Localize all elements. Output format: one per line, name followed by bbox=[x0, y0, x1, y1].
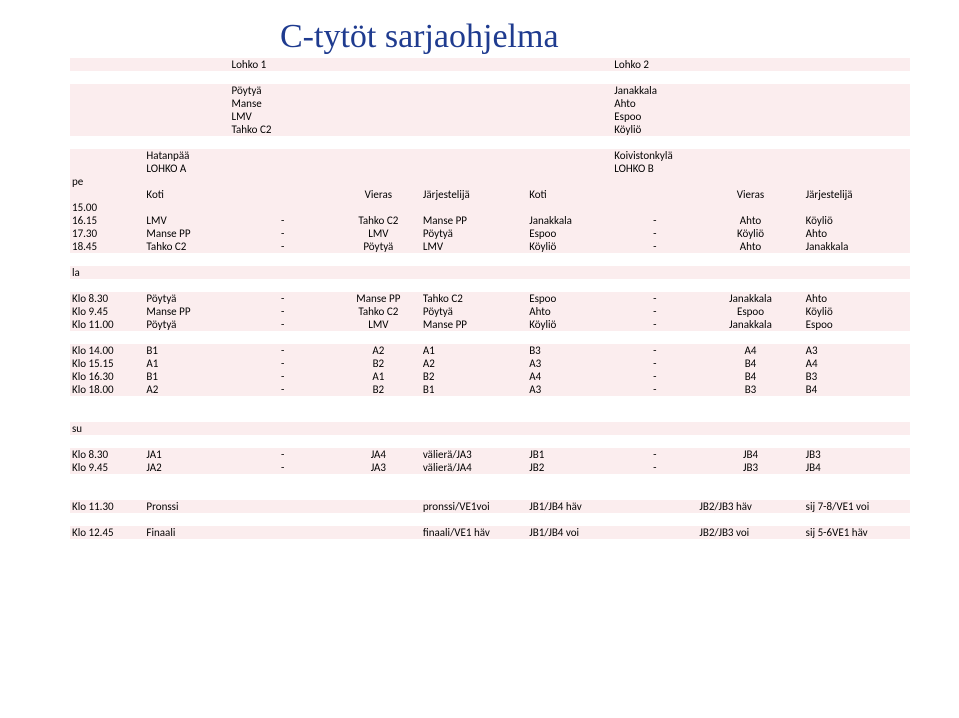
hdr-jarj-r: Järjestelijä bbox=[804, 188, 910, 201]
table-row: 16.15LMV-Tahko C2Manse PPJanakkala-AhtoK… bbox=[70, 214, 910, 227]
table-row: 18.45Tahko C2-PöytyäLMVKöyliö-AhtoJanakk… bbox=[70, 240, 910, 253]
team-right: Janakkala bbox=[612, 84, 697, 97]
lohko2-label: Lohko 2 bbox=[612, 58, 697, 71]
day-pe: pe bbox=[70, 175, 144, 188]
table-row: 17.30Manse PP-LMVPöytyäEspoo-KöyliöAhto bbox=[70, 227, 910, 240]
schedule-table: Lohko 1 Lohko 2 Pöytyä Janakkala Manse Ahto… bbox=[70, 58, 910, 539]
hdr-vieras-r: Vieras bbox=[697, 188, 803, 201]
hdr-koti-l: Koti bbox=[144, 188, 229, 201]
table-row: Klo 11.00Pöytyä-LMVManse PPKöyliö-Janakk… bbox=[70, 318, 910, 331]
table-row: Klo 12.45Finaalifinaali/VE1 hävJB1/JB4 v… bbox=[70, 526, 910, 539]
hdr-vieras-l: Vieras bbox=[336, 188, 421, 201]
table-row: Klo 18.00A2-B2B1A3-B3B4 bbox=[70, 383, 910, 396]
table-row: 15.00 bbox=[70, 201, 910, 214]
table-row: Klo 9.45JA2-JA3välierä/JA4JB2-JB3JB4 bbox=[70, 461, 910, 474]
team-right: Ahto bbox=[612, 97, 697, 110]
page-title: C-tytöt sarjaohjelma bbox=[280, 18, 919, 56]
table-row: Klo 11.30Pronssipronssi/VE1voiJB1/JB4 hä… bbox=[70, 500, 910, 513]
table-row: Klo 9.45Manse PP-Tahko C2PöytyäAhto-Espo… bbox=[70, 305, 910, 318]
hdr-koti-r: Koti bbox=[527, 188, 612, 201]
team-left: Manse bbox=[229, 97, 335, 110]
team-left: LMV bbox=[229, 110, 335, 123]
lohko1-label: Lohko 1 bbox=[229, 58, 335, 71]
group-right: LOHKO B bbox=[612, 162, 697, 175]
day-su: su bbox=[70, 422, 144, 435]
team-right: Köyliö bbox=[612, 123, 697, 136]
group-left: LOHKO A bbox=[144, 162, 229, 175]
day-la: la bbox=[70, 266, 144, 279]
table-row: Klo 16.30B1-A1B2A4-B4B3 bbox=[70, 370, 910, 383]
table-row: Klo 14.00B1-A2A1B3-A4A3 bbox=[70, 344, 910, 357]
table-row: Klo 8.30Pöytyä-Manse PPTahko C2Espoo-Jan… bbox=[70, 292, 910, 305]
table-row: Klo 15.15A1-B2A2A3-B4A4 bbox=[70, 357, 910, 370]
team-right: Espoo bbox=[612, 110, 697, 123]
table-row: Klo 8.30JA1-JA4välierä/JA3JB1-JB4JB3 bbox=[70, 448, 910, 461]
venue-left: Hatanpää bbox=[144, 149, 229, 162]
team-left: Pöytyä bbox=[229, 84, 335, 97]
hdr-jarj-l: Järjestelijä bbox=[421, 188, 527, 201]
venue-right: Koivistonkylä bbox=[612, 149, 697, 162]
team-left: Tahko C2 bbox=[229, 123, 335, 136]
